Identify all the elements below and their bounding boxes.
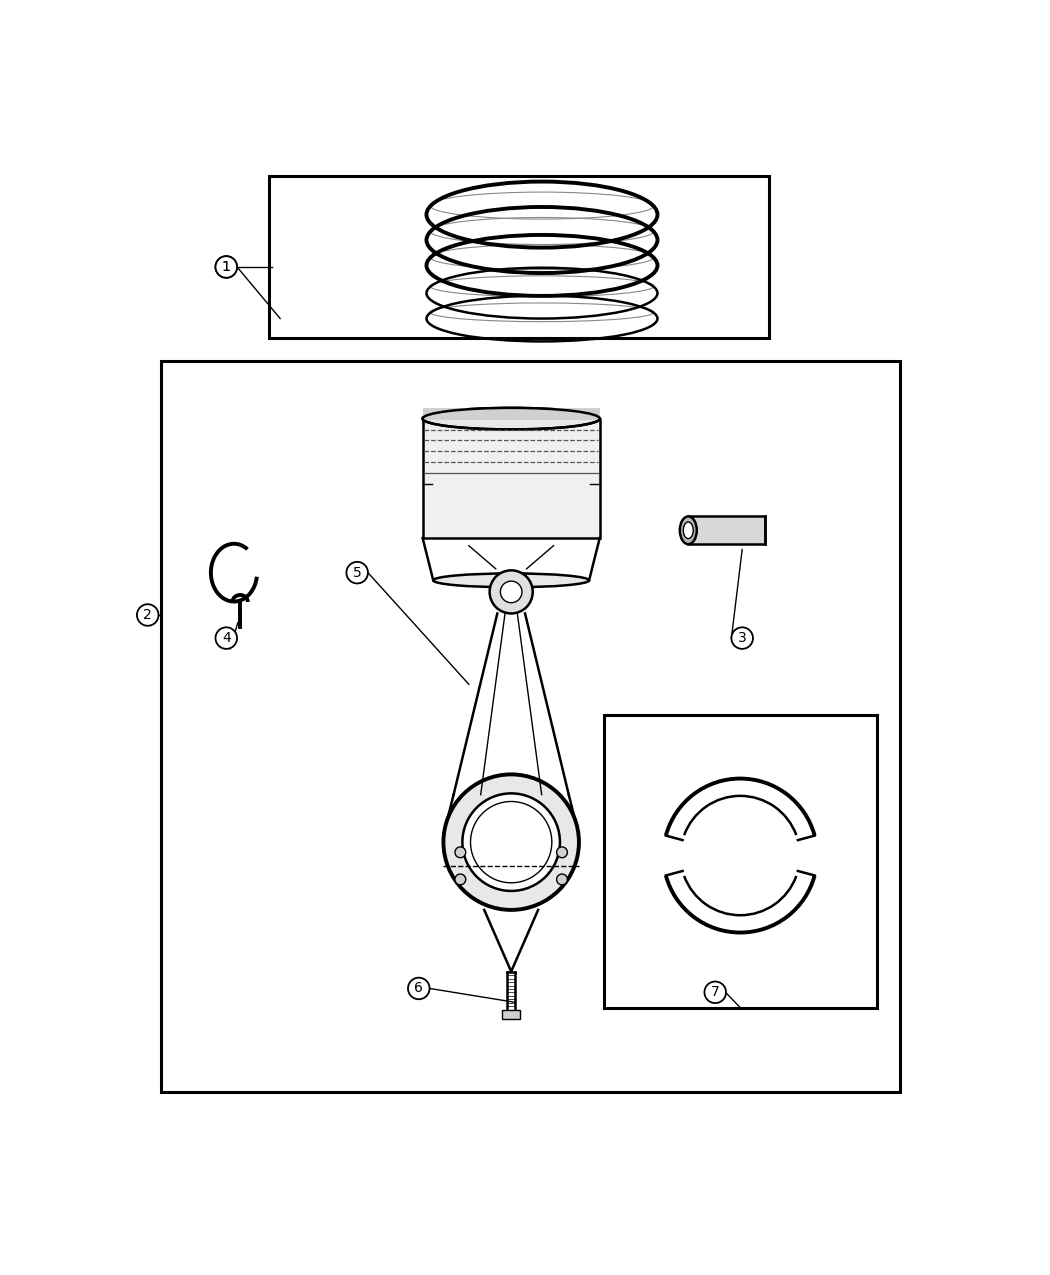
- Circle shape: [136, 604, 159, 626]
- Bar: [689, 516, 765, 544]
- Text: 3: 3: [738, 631, 747, 645]
- Text: 1: 1: [222, 260, 231, 274]
- Circle shape: [732, 627, 753, 649]
- Circle shape: [443, 774, 579, 910]
- Circle shape: [705, 982, 726, 1003]
- Circle shape: [455, 847, 466, 858]
- Ellipse shape: [684, 521, 693, 538]
- Circle shape: [501, 581, 522, 603]
- Bar: [502, 1010, 521, 1019]
- Circle shape: [408, 978, 429, 1000]
- Text: 2: 2: [144, 608, 152, 622]
- Circle shape: [556, 847, 567, 858]
- Bar: [422, 418, 600, 538]
- Circle shape: [215, 256, 237, 278]
- Ellipse shape: [679, 516, 697, 544]
- Bar: [604, 715, 877, 1007]
- Bar: [422, 408, 600, 421]
- Circle shape: [215, 256, 237, 278]
- Ellipse shape: [434, 574, 589, 588]
- Bar: [269, 176, 769, 338]
- Ellipse shape: [422, 408, 600, 430]
- Bar: [161, 361, 900, 1093]
- Text: 1: 1: [222, 260, 231, 274]
- Circle shape: [556, 875, 567, 885]
- Circle shape: [215, 627, 237, 649]
- Circle shape: [346, 562, 367, 584]
- Text: 4: 4: [222, 631, 231, 645]
- Circle shape: [455, 875, 466, 885]
- Circle shape: [489, 570, 532, 613]
- Text: 6: 6: [415, 982, 423, 996]
- Text: 7: 7: [711, 986, 719, 1000]
- Text: 5: 5: [353, 566, 361, 580]
- Circle shape: [462, 793, 560, 891]
